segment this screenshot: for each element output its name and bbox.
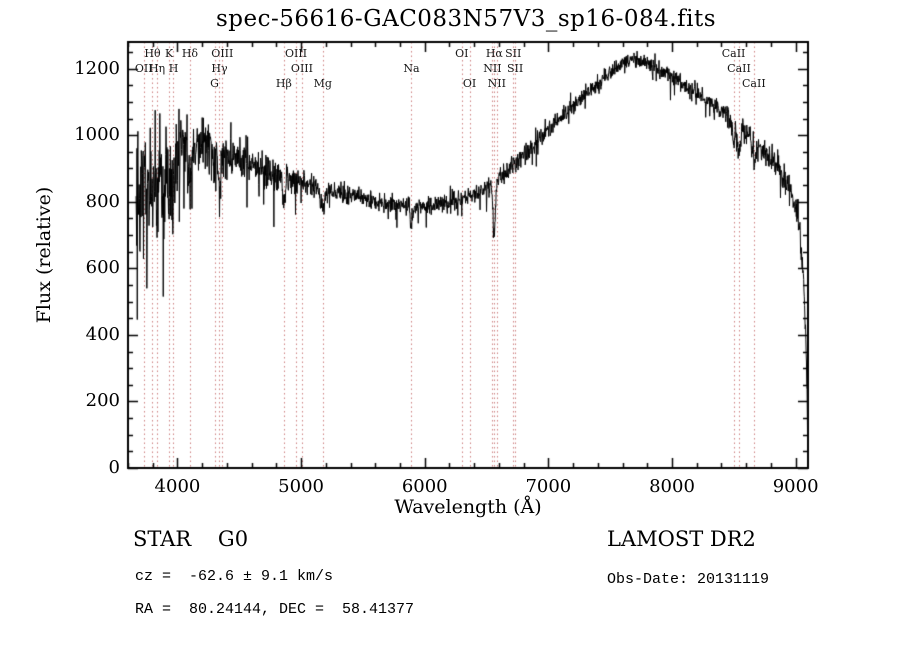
spectral-line-label: OIII	[211, 47, 234, 60]
spectral-line-label: OI	[455, 47, 469, 60]
spectral-line-label: OI	[462, 77, 477, 90]
y-tick-label: 600	[85, 257, 120, 279]
cz-text: cz = -62.6 ± 9.1 km/s	[135, 568, 334, 585]
spectral-line-label: NII	[483, 62, 502, 75]
spectral-line-label: OII	[134, 62, 153, 75]
spectral-line-label: CaII	[727, 62, 751, 75]
spectral-line-label: Hθ	[144, 47, 161, 60]
classification-text: STAR G0	[133, 527, 249, 551]
spectral-line-label: Hη	[148, 62, 166, 75]
spectral-line-label: OIII	[290, 62, 313, 75]
survey-text: LAMOST DR2	[607, 527, 756, 551]
y-tick-label: 1200	[74, 57, 120, 79]
spectral-line-label: H	[168, 62, 179, 75]
spectral-line-label: Hδ	[181, 47, 199, 60]
x-tick-label: 7000	[525, 476, 572, 497]
x-axis-label: Wavelength (Å)	[394, 496, 542, 518]
spectral-line-label: Hγ	[211, 62, 228, 75]
y-tick-label: 800	[85, 190, 120, 212]
spectral-line-label: CaII	[721, 47, 746, 60]
spectral-line-label: SII	[505, 47, 522, 60]
x-tick-label: 5000	[278, 476, 324, 497]
x-tick-label: 6000	[401, 476, 448, 497]
obs-date-text: Obs-Date: 20131119	[607, 571, 770, 588]
y-tick-label: 400	[85, 323, 120, 345]
x-tick-label: 4000	[154, 476, 201, 497]
spectral-line-label: K	[165, 47, 174, 60]
y-tick-label: 0	[108, 457, 120, 478]
coordinates-text: RA = 80.24144, DEC = 58.41377	[135, 601, 415, 618]
x-tick-label: 9000	[772, 476, 819, 497]
spectral-line-label: Hβ	[275, 77, 292, 90]
spectral-line-label: OIII	[284, 47, 308, 60]
spectral-line-label: SII	[506, 62, 524, 75]
y-tick-label: 1000	[74, 124, 120, 146]
plot-title: spec-56616-GAC083N57V3_sp16-084.fits	[215, 6, 717, 32]
x-tick-label: 8000	[649, 476, 695, 497]
y-tick-label: 200	[85, 390, 120, 412]
spectral-line-label: Na	[403, 62, 420, 75]
spectral-line-label: NII	[487, 77, 506, 90]
spectral-line-label: G	[210, 77, 219, 90]
spectral-line-label: CaII	[742, 77, 766, 90]
spectral-line-label: Hα	[485, 47, 503, 60]
spectral-line-label: Mg	[313, 77, 332, 90]
